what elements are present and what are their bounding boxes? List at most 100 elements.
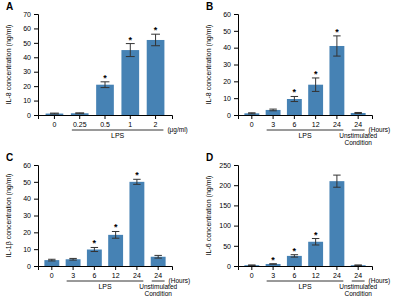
bar [44,260,59,266]
y-axis: 0102030405060 [223,11,238,119]
tick-label: 10 [23,97,31,104]
y-tick: 150 [219,202,238,209]
error-bar-part [333,175,340,176]
tick-mark [234,65,238,66]
tick-label: 0 [50,272,54,279]
tick-label: 250 [219,162,231,169]
tick-label: 40 [223,44,231,51]
tick-label: 20 [223,78,231,85]
tick-label: 6 [292,272,296,279]
axis-line [239,267,373,271]
y-tick: 70 [23,11,38,18]
bar [287,99,302,115]
error-bar-part [126,56,135,57]
bracket [152,281,165,282]
error-bar [48,259,55,261]
y-tick: 20 [23,83,38,90]
significance-mark: * [93,238,97,248]
y-tick: 30 [23,212,38,219]
panel-label: B [206,1,213,12]
y-tick: 20 [23,229,38,236]
tick-mark [234,246,238,247]
x-axis: 00.250.512 [39,115,173,128]
error-bar-part [50,113,59,114]
x-tick: 12 [112,266,120,279]
bar [244,265,259,266]
tick-mark [34,266,38,267]
tick-label: 30 [23,212,31,219]
x-tick: 0.5 [100,115,110,128]
bar [108,235,123,266]
x-tick: 0 [52,115,56,128]
tick-label: 24 [333,121,341,128]
tick-mark [294,266,295,270]
tick-mark [34,72,38,73]
x-tick: 0 [250,115,254,128]
bar [244,113,259,115]
error-bar-part [336,36,337,56]
x-tick: 6 [92,266,96,279]
tick-mark [34,249,38,250]
bar [129,182,144,266]
tick-mark [115,266,116,270]
bar [87,250,102,266]
tick-label: 50 [23,179,31,186]
y-tick: 60 [223,11,238,18]
y-axis: 010203040506070 [23,11,38,119]
tick-label: 6 [292,121,296,128]
bracket [352,281,365,282]
error-bar [248,264,255,265]
tick-label: 24 [354,272,362,279]
tick-label: 3 [271,121,275,128]
tick-label: 40 [23,54,31,61]
tick-label: 30 [223,61,231,68]
panel: 050100150200250036122424***LPSUnstimulat… [205,152,390,297]
tick-label: 10 [223,95,231,102]
error-bar [354,112,361,113]
significance-mark: * [293,246,297,256]
error-bar-part [312,244,319,245]
y-tick: 10 [23,97,38,104]
y-tick: 20 [223,78,238,85]
tick-mark [79,115,80,119]
tick-mark [273,115,274,119]
y-axis: 0102030405060 [23,162,38,270]
x-tick: 3 [271,115,275,128]
significance-mark: * [293,87,297,97]
significance-mark: * [335,27,339,37]
bar [287,256,302,266]
x-tick: 24 [133,266,141,279]
x-tick: 0 [50,266,54,279]
x-unit-label: (Hours) [369,277,391,285]
y-tick: 50 [223,28,238,35]
error-bar-part [69,260,76,261]
x-unit-label: (μg/ml) [167,126,187,134]
error-bar-part [336,175,337,187]
axis-line [34,15,39,116]
bar [266,110,281,115]
tick-mark [130,115,131,119]
x-tick: 3 [271,266,275,279]
error-bar-part [48,259,55,260]
y-tick: 250 [219,162,238,169]
y-tick: 10 [223,95,238,102]
tick-mark [234,185,238,186]
tick-label: 3 [71,272,75,279]
tick-mark [54,115,55,119]
group-label: UnstimulatedCondition [139,283,177,297]
plot-area [46,34,165,115]
y-axis-title: IL-8 concentration (ng/ml) [5,25,13,105]
error-bar-part [269,110,276,111]
error-bar-part [248,264,255,265]
tick-label: 70 [23,11,31,18]
tick-label: 0 [27,263,31,270]
tick-label: 30 [23,68,31,75]
tick-mark [234,48,238,49]
tick-label: 24 [354,121,362,128]
tick-mark [234,81,238,82]
axis-line [239,116,373,120]
tick-mark [234,205,238,206]
group-label: LPS [111,132,125,139]
x-unit-label: (Hours) [169,277,191,285]
bar [308,242,323,266]
